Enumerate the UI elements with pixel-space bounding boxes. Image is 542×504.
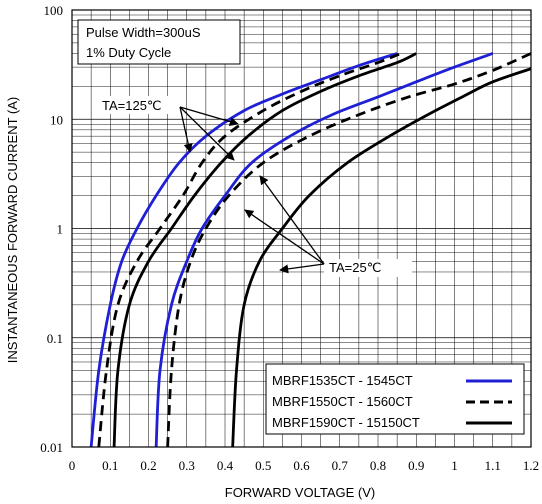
legend-label-1: MBRF1535CT - 1545CT <box>272 373 413 388</box>
x-tick-label: 0.1 <box>102 458 118 473</box>
series-curves <box>89 52 531 447</box>
x-tick-label: 0 <box>69 458 76 473</box>
x-tick-label: 0.8 <box>370 458 386 473</box>
legend-label-3: MBRF1590CT - 15150CT <box>272 415 420 430</box>
x-tick-labels: 0 0.1 0.2 0.3 0.4 0.5 0.6 0.7 0.8 0.9 1 1.1 1.2 <box>69 458 539 473</box>
series-1-curve-ta125 <box>89 52 398 447</box>
y-tick-label: 0.1 <box>47 331 63 346</box>
duty-cycle-text: 1% Duty Cycle <box>86 45 171 60</box>
x-tick-label: 0.9 <box>408 458 424 473</box>
series-2-curve-ta25 <box>166 52 531 447</box>
x-tick-label: 0.2 <box>140 458 156 473</box>
x-tick-label: 1 <box>451 458 458 473</box>
x-tick-label: 0.4 <box>217 458 234 473</box>
ta25-arrow-2 <box>244 209 325 265</box>
ta125-label: TA=125℃ <box>102 98 162 113</box>
series-1-curve-ta25 <box>154 52 494 447</box>
ta125-arrow-3 <box>179 106 193 153</box>
conditions-box: Pulse Width=300uS 1% Duty Cycle <box>77 19 241 65</box>
y-tick-label: 0.01 <box>40 440 63 455</box>
ta125-arrow-2 <box>179 106 235 161</box>
x-tick-label: 0.5 <box>255 458 271 473</box>
plot-frame <box>71 9 532 448</box>
x-tick-label: 1.1 <box>485 458 501 473</box>
ta25-label: TA=25℃ <box>329 260 381 275</box>
ta25-arrow-3 <box>279 263 325 274</box>
x-tick-label: 1.2 <box>523 458 539 473</box>
series-3-curve-ta125 <box>112 52 417 447</box>
y-tick-labels: 0.01 0.1 1 10 100 <box>40 3 63 455</box>
x-tick-label: 0.7 <box>332 458 349 473</box>
series-2-curve-ta125 <box>97 52 402 447</box>
x-tick-label: 0.6 <box>293 458 310 473</box>
legend-label-2: MBRF1550CT - 1560CT <box>272 394 413 409</box>
pulse-width-text: Pulse Width=300uS <box>86 25 201 40</box>
y-tick-label: 1 <box>57 222 64 237</box>
x-axis-label: FORWARD VOLTAGE (V) <box>225 485 375 500</box>
x-tick-label: 0.3 <box>179 458 195 473</box>
y-axis-label: INSTANTANEOUS FORWARD CURRENT (A) <box>5 97 20 364</box>
y-tick-label: 10 <box>50 112 63 127</box>
ta25-arrow-1 <box>259 175 325 265</box>
ta125-arrow-1 <box>179 106 239 127</box>
legend: MBRF1535CT - 1545CT MBRF1550CT - 1560CT … <box>265 363 525 435</box>
y-tick-label: 100 <box>44 3 64 18</box>
series-3-curve-ta25 <box>231 67 531 447</box>
